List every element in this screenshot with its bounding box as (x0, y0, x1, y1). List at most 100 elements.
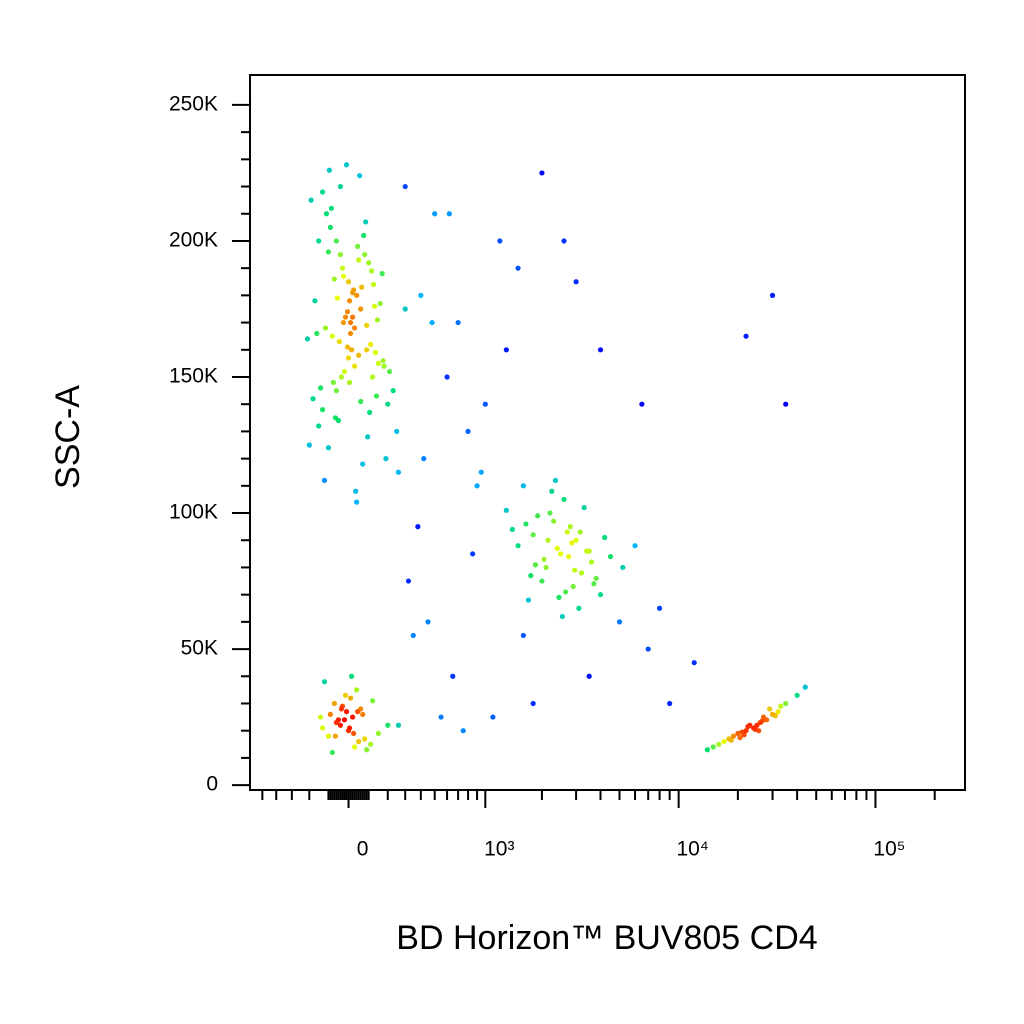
event-dot (344, 344, 351, 350)
event-dot (402, 183, 408, 190)
event-dot (446, 211, 452, 217)
event-dot (564, 529, 570, 535)
event-dot (438, 714, 444, 720)
event-dot (368, 341, 374, 347)
event-dot (503, 507, 509, 513)
event-dot (319, 189, 326, 195)
event-dot (314, 330, 320, 337)
event-dot (354, 499, 360, 505)
event-dot (559, 613, 565, 620)
event-dot (337, 722, 344, 728)
event-dot (390, 388, 396, 394)
event-dot (470, 551, 476, 557)
event-dot (783, 401, 789, 407)
event-dot (418, 292, 424, 298)
event-dot (358, 398, 364, 405)
event-dot (535, 513, 541, 519)
event-dot (359, 284, 365, 290)
event-dot (316, 423, 322, 429)
event-dot (321, 477, 328, 483)
event-dot (380, 358, 386, 364)
event-dot (340, 319, 347, 326)
event-dot (730, 733, 737, 739)
event-dot (345, 355, 352, 361)
event-dot (737, 734, 743, 741)
event-dot (593, 575, 599, 581)
event-dot (338, 374, 345, 380)
event-dot (362, 251, 368, 258)
event-dot (319, 725, 326, 731)
event-dot (369, 374, 376, 380)
event-dot (341, 717, 348, 723)
event-dot (581, 504, 587, 511)
event-dot (402, 306, 408, 312)
event-dot (523, 521, 529, 527)
event-dot (365, 434, 371, 440)
event-dot (597, 347, 604, 353)
event-dot (349, 290, 356, 296)
event-dot (331, 276, 337, 282)
event-dot (318, 385, 324, 391)
event-dot (329, 749, 335, 756)
event-dot (455, 319, 461, 326)
event-dot (532, 562, 539, 568)
event-dot (566, 553, 572, 560)
event-dot (421, 456, 427, 462)
event-dot (308, 197, 314, 203)
event-dot (370, 281, 377, 288)
event-dot (385, 722, 391, 728)
event-dot (364, 347, 370, 353)
event-dot (312, 298, 318, 304)
event-dot (346, 379, 353, 386)
event-dot (778, 703, 784, 709)
event-dot (739, 729, 745, 735)
event-dot (372, 349, 379, 356)
event-dot (588, 559, 595, 565)
event-dot (355, 709, 361, 715)
event-dot (364, 322, 370, 328)
event-dot (620, 564, 626, 571)
event-dot (361, 232, 367, 239)
event-dot (327, 224, 333, 230)
event-dot (323, 211, 330, 217)
event-dot (545, 537, 551, 543)
event-dot (348, 673, 355, 679)
y-tick-label: 200K (169, 229, 218, 252)
event-dot (539, 578, 545, 584)
event-dot (340, 273, 347, 279)
event-dot (364, 747, 370, 753)
event-dot (632, 543, 638, 549)
event-dot (704, 747, 710, 753)
event-dot (354, 687, 360, 693)
event-dot (395, 469, 402, 475)
event-dot (405, 578, 412, 584)
event-dot (528, 573, 534, 579)
event-dot (357, 173, 363, 179)
event-dot (321, 679, 328, 685)
event-dot (570, 583, 576, 590)
event-dot (567, 524, 573, 530)
event-dot (563, 589, 569, 595)
event-dot (474, 483, 480, 489)
event-dot (760, 714, 767, 720)
event-dot (352, 325, 358, 331)
event-dot (541, 556, 547, 562)
event-dot (482, 401, 488, 407)
event-dot (395, 722, 402, 728)
event-dot (355, 243, 361, 250)
event-dot (352, 363, 358, 369)
event-dot (353, 488, 359, 494)
event-dot (616, 619, 623, 625)
event-dot (432, 211, 438, 217)
event-dot (607, 553, 614, 560)
event-dot (335, 717, 342, 723)
y-tick-label: 0 (206, 773, 218, 796)
event-dot (578, 570, 585, 576)
event-dot (530, 700, 536, 707)
event-dot (329, 333, 335, 339)
event-dot (385, 401, 391, 407)
event-dot (368, 741, 374, 747)
event-dot (342, 314, 349, 320)
event-dot (325, 445, 332, 451)
event-dot (360, 461, 366, 467)
